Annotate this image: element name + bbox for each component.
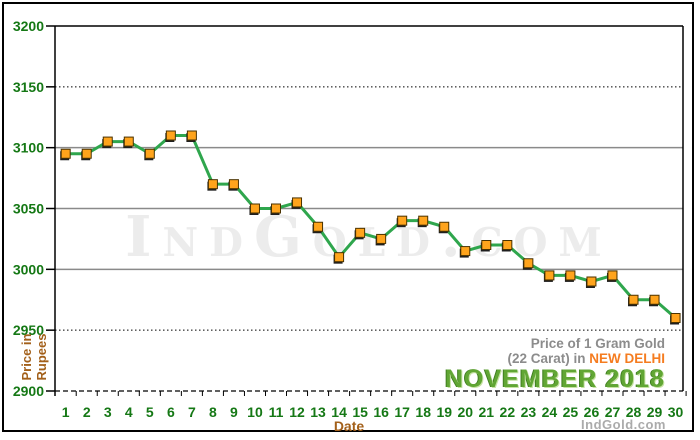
- x-tick-label: 3: [104, 404, 112, 420]
- price-marker: [249, 203, 260, 214]
- x-tick-label: 1: [62, 404, 70, 420]
- y-tick-label: 3100: [13, 140, 44, 156]
- price-marker: [60, 148, 71, 159]
- y-tick-label: 3150: [13, 79, 44, 95]
- y-tick-label: 3200: [13, 18, 44, 34]
- price-marker: [186, 130, 197, 141]
- x-tick-label: 19: [436, 404, 452, 420]
- x-tick-label: 5: [146, 404, 154, 420]
- x-tick-label: 30: [668, 404, 684, 420]
- price-marker: [586, 276, 597, 287]
- chart-title-line2: (22 Carat) in NEW DELHI: [445, 351, 665, 366]
- price-marker: [439, 221, 450, 232]
- x-tick-label: 16: [373, 404, 389, 420]
- price-marker: [165, 130, 176, 141]
- price-marker: [376, 233, 387, 244]
- price-marker: [565, 270, 576, 281]
- x-tick-label: 15: [352, 404, 368, 420]
- chart-title-city: NEW DELHI: [589, 351, 665, 366]
- price-marker: [123, 136, 134, 147]
- price-marker: [207, 179, 218, 190]
- x-tick-label: 24: [542, 404, 558, 420]
- x-axis-title: Date: [333, 418, 365, 434]
- x-tick-label: 11: [269, 404, 284, 420]
- x-tick-label: 14: [331, 404, 347, 420]
- x-tick-label: 26: [584, 404, 600, 420]
- price-marker: [355, 227, 366, 238]
- price-marker: [649, 294, 660, 305]
- image-border-frame: [2, 2, 694, 432]
- x-tick-label: 21: [479, 404, 495, 420]
- x-tick-label: 13: [310, 404, 326, 420]
- price-marker: [292, 197, 303, 208]
- x-tick-label: 22: [500, 404, 516, 420]
- price-marker: [460, 246, 471, 257]
- price-marker: [397, 215, 408, 226]
- y-tick-label: 2900: [13, 383, 44, 399]
- price-line: [65, 134, 677, 320]
- x-tick-label: 23: [521, 404, 537, 420]
- price-marker: [81, 148, 92, 159]
- x-tick-label: 27: [605, 404, 621, 420]
- y-axis-title: Price in Rupees: [19, 297, 59, 417]
- x-tick-label: 2: [83, 404, 91, 420]
- price-marker: [102, 136, 113, 147]
- x-tick-label: 20: [457, 404, 473, 420]
- x-tick-label: 28: [626, 404, 642, 420]
- x-tick-label: 12: [289, 404, 305, 420]
- price-marker: [144, 148, 155, 159]
- price-marker: [334, 252, 345, 263]
- y-axis-title-line1: Price in: [19, 333, 34, 381]
- chart-title-line1: Price of 1 Gram Gold: [530, 336, 665, 351]
- price-marker: [313, 221, 324, 232]
- x-tick-label: 8: [209, 404, 217, 420]
- chart-title-line2-prefix: (22 Carat) in: [507, 351, 586, 366]
- x-tick-label: 9: [230, 404, 238, 420]
- price-marker: [628, 294, 639, 305]
- x-tick-label: 29: [647, 404, 663, 420]
- chart-title-month-year: NOVEMBER 2018: [444, 365, 665, 393]
- price-marker: [544, 270, 555, 281]
- y-axis-title-line2: Rupees: [34, 333, 49, 381]
- y-tick-label: 2950: [13, 322, 44, 338]
- x-tick-label: 7: [188, 404, 196, 420]
- price-marker: [418, 215, 429, 226]
- price-marker: [481, 240, 492, 250]
- price-marker: [228, 179, 239, 190]
- x-tick-label: 18: [415, 404, 431, 420]
- price-marker: [271, 203, 281, 214]
- y-tick-label: 3000: [13, 261, 44, 277]
- price-marker: [670, 313, 681, 323]
- price-marker: [502, 240, 513, 250]
- price-marker: [607, 270, 618, 281]
- x-tick-label: 25: [563, 404, 579, 420]
- x-tick-label: 4: [125, 404, 133, 420]
- price-marker: [523, 258, 534, 269]
- chart-title-block: Price of 1 Gram Gold (22 Carat) in NEW D…: [445, 336, 665, 393]
- x-tick-label: 17: [394, 404, 410, 420]
- x-tick-label: 10: [247, 404, 263, 420]
- footer-brand-text: IndGold.com: [581, 417, 666, 432]
- x-tick-label: 6: [167, 404, 175, 420]
- y-tick-label: 3050: [13, 201, 44, 217]
